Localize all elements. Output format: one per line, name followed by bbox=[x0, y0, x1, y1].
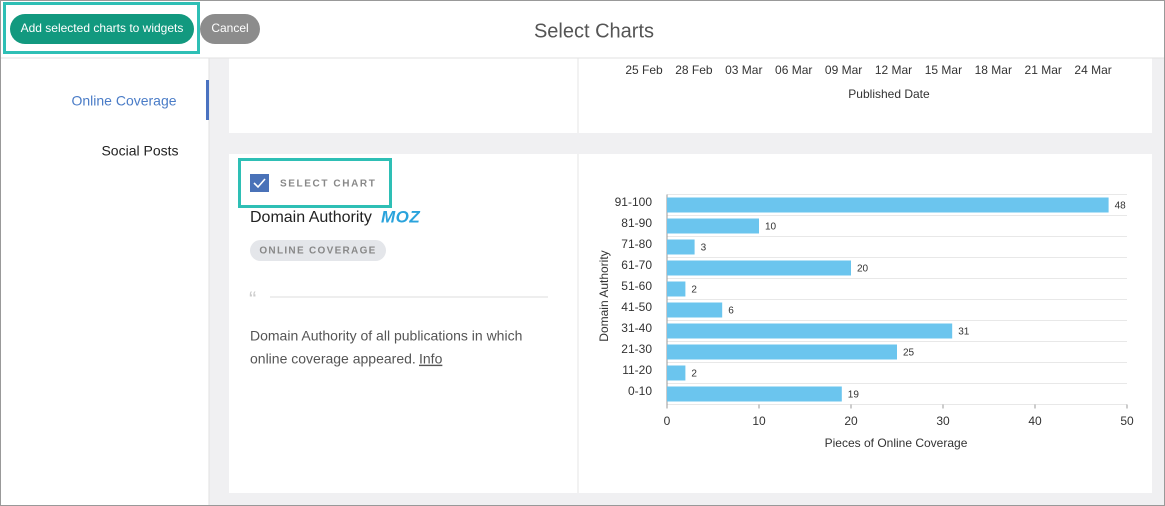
bar bbox=[667, 323, 953, 339]
value-label: 10 bbox=[765, 222, 777, 233]
x-tick-label: 0 bbox=[664, 414, 671, 428]
quote-mark: “ bbox=[249, 287, 256, 312]
x-tick-label: 40 bbox=[1028, 414, 1042, 428]
y-tick-label: 91-100 bbox=[615, 195, 653, 209]
y-tick-label: 81-90 bbox=[621, 216, 652, 230]
x-tick-label: 24 Mar bbox=[1074, 63, 1111, 77]
logo: MOZ bbox=[381, 207, 420, 226]
description: Domain Authority of all publications in … bbox=[250, 328, 522, 344]
x-tick-label: 30 bbox=[936, 414, 950, 428]
tag bbox=[250, 240, 386, 261]
x-tick-label: 50 bbox=[1120, 414, 1134, 428]
description: online coverage appeared. bbox=[250, 351, 416, 367]
x-tick-label: 20 bbox=[844, 414, 858, 428]
y-axis-title: Domain Authority bbox=[597, 250, 611, 341]
value-label: 2 bbox=[691, 285, 697, 296]
highlight bbox=[238, 158, 392, 208]
nav-item[interactable]: Online Coverage bbox=[71, 93, 176, 109]
x-tick-label: 28 Feb bbox=[675, 63, 713, 77]
bar bbox=[667, 197, 1109, 213]
value-label: 31 bbox=[958, 327, 970, 338]
bar bbox=[667, 260, 851, 276]
y-tick-label: 21-30 bbox=[621, 342, 652, 356]
highlight bbox=[3, 2, 200, 54]
x-tick-label: 18 Mar bbox=[975, 63, 1012, 77]
header bbox=[1, 1, 1164, 58]
card-title: Domain Authority bbox=[250, 209, 372, 226]
x-tick-label: 25 Feb bbox=[625, 63, 663, 77]
x-tick-label: 10 bbox=[752, 414, 766, 428]
y-tick-label: 11-20 bbox=[622, 363, 652, 377]
y-tick-label: 71-80 bbox=[621, 237, 652, 251]
bar bbox=[667, 281, 686, 297]
value-label: 19 bbox=[848, 390, 860, 401]
checkbox-label[interactable]: SELECT CHART bbox=[280, 179, 376, 190]
x-tick-label: 21 Mar bbox=[1025, 63, 1062, 77]
x-tick-label: 15 Mar bbox=[925, 63, 962, 77]
bar bbox=[667, 365, 686, 381]
y-tick-label: 51-60 bbox=[621, 279, 652, 293]
x-axis-title: Pieces of Online Coverage bbox=[825, 436, 968, 450]
value-label: 2 bbox=[691, 369, 697, 380]
tag-label: ONLINE COVERAGE bbox=[259, 246, 376, 257]
nav-item[interactable]: Social Posts bbox=[101, 143, 178, 159]
x-tick-label: 12 Mar bbox=[875, 63, 912, 77]
y-tick-label: 0-10 bbox=[628, 384, 652, 398]
chart: 0 10 20 30 40 50 91-100 48 81-90 10 71-80 3 61-70 20 5… bbox=[615, 194, 1134, 428]
checkmark bbox=[253, 178, 266, 189]
x-tick-label: 09 Mar bbox=[825, 63, 862, 77]
bar bbox=[667, 239, 695, 255]
bar bbox=[667, 302, 723, 318]
previous-chart: 25 Feb 28 Feb 03 Mar 06 Mar 09 Mar 12 Mar 15 M… bbox=[625, 63, 1111, 77]
bar bbox=[667, 218, 759, 234]
y-tick-label: 31-40 bbox=[621, 321, 652, 335]
cancel-button[interactable] bbox=[200, 14, 260, 44]
bar bbox=[667, 386, 842, 402]
card bbox=[229, 58, 1152, 133]
primary-button[interactable] bbox=[10, 14, 194, 44]
x-tick-label: 06 Mar bbox=[775, 63, 812, 77]
checkbox[interactable] bbox=[250, 174, 269, 192]
page-title: Select Charts bbox=[534, 20, 654, 42]
value-label: 3 bbox=[701, 243, 707, 254]
y-tick-label: 41-50 bbox=[621, 300, 652, 314]
active-indicator bbox=[206, 80, 209, 120]
value-label: 6 bbox=[728, 306, 734, 317]
primary-button-label[interactable]: Add selected charts to widgets bbox=[21, 21, 184, 35]
value-label: 20 bbox=[857, 264, 869, 275]
cancel-button-label[interactable]: Cancel bbox=[211, 21, 248, 35]
y-tick-label: 61-70 bbox=[621, 258, 652, 272]
value-label: 48 bbox=[1115, 201, 1127, 212]
info-link[interactable]: Info bbox=[419, 351, 443, 367]
x-tick-label: 03 Mar bbox=[725, 63, 762, 77]
value-label: 25 bbox=[903, 348, 915, 359]
x-axis-title: Published Date bbox=[848, 87, 930, 101]
bar bbox=[667, 344, 897, 360]
sidebar bbox=[1, 58, 209, 505]
